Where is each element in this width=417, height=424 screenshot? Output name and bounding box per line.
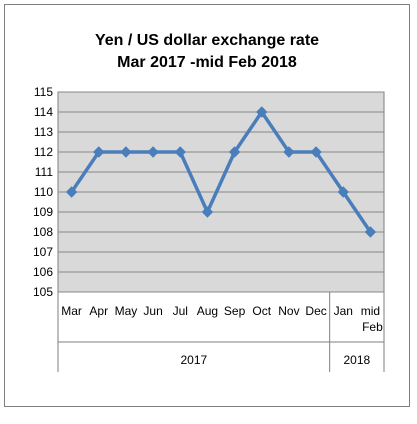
x-group-label: 2017 bbox=[180, 353, 207, 367]
data-point bbox=[337, 186, 349, 198]
data-point bbox=[364, 226, 377, 238]
x-tick-label: Oct bbox=[252, 304, 271, 318]
y-tick-label: 111 bbox=[35, 165, 54, 179]
y-tick-label: 112 bbox=[34, 145, 53, 159]
x-tick-label: mid bbox=[361, 304, 380, 318]
x-tick-label: Jul bbox=[173, 304, 188, 318]
y-tick-label: 106 bbox=[33, 265, 53, 279]
x-tick-label: Sep bbox=[224, 304, 246, 318]
y-tick-label: 107 bbox=[33, 245, 53, 259]
plot-area: 105 106 107 108 109 110 111 112 113 114 115 2017 201… bbox=[33, 85, 385, 372]
data-point bbox=[283, 146, 295, 158]
data-point bbox=[228, 146, 241, 158]
x-tick-label: May bbox=[115, 304, 138, 318]
data-point bbox=[174, 146, 186, 158]
y-tick-label: 108 bbox=[33, 225, 53, 239]
y-tick-label: 114 bbox=[34, 105, 53, 119]
x-tick-label: Jun bbox=[143, 304, 162, 318]
y-tick-label: 115 bbox=[34, 85, 53, 99]
data-point bbox=[201, 206, 214, 218]
x-group-label: 2018 bbox=[343, 353, 370, 367]
data-point bbox=[256, 106, 268, 118]
x-tick-label: Nov bbox=[278, 304, 299, 318]
x-tick-label: Mar bbox=[61, 304, 82, 318]
data-point bbox=[65, 186, 78, 198]
y-tick-label: 105 bbox=[33, 285, 53, 299]
x-tick-label: Aug bbox=[197, 304, 218, 318]
data-point bbox=[147, 146, 159, 158]
y-tick-label: 113 bbox=[34, 125, 53, 139]
x-tick-label: Feb bbox=[362, 320, 383, 334]
x-tick-label: Apr bbox=[89, 304, 108, 318]
data-point bbox=[120, 146, 132, 158]
chart-title-line1: Yen / US dollar exchange rate bbox=[95, 32, 319, 49]
y-tick-label: 109 bbox=[33, 205, 53, 219]
data-point bbox=[93, 146, 105, 158]
x-tick-label: Jan bbox=[334, 304, 353, 318]
x-tick-label: Dec bbox=[305, 304, 326, 318]
data-point bbox=[310, 146, 322, 158]
y-tick-label: 110 bbox=[34, 185, 53, 199]
chart-title-line2: Mar 2017 -mid Feb 2018 bbox=[117, 54, 297, 71]
